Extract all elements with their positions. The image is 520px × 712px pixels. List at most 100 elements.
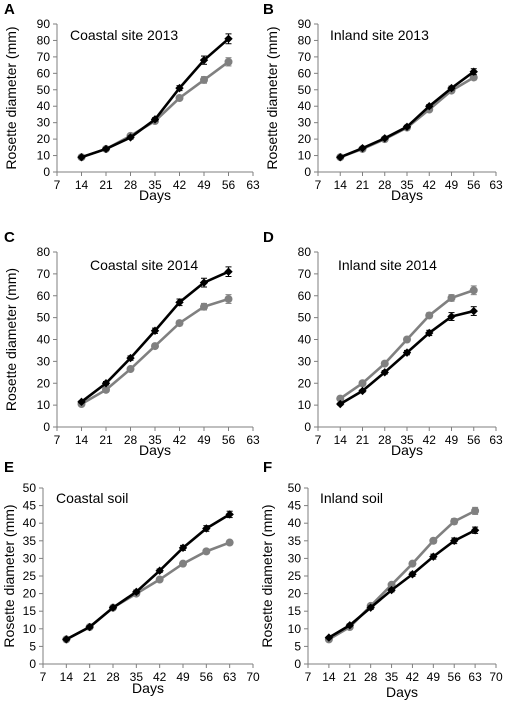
data-point <box>175 94 184 102</box>
y-tick-label: 50 <box>37 83 51 97</box>
y-tick-label: 15 <box>23 604 37 618</box>
x-tick-label: 7 <box>315 433 322 447</box>
panel-letter: C <box>4 229 15 246</box>
y-tick-label: 30 <box>37 116 51 130</box>
x-tick-label: 42 <box>423 178 437 192</box>
data-point <box>469 73 478 82</box>
y-tick-label: 90 <box>298 17 312 31</box>
x-tick-label: 7 <box>54 433 61 447</box>
y-tick-label: 0 <box>304 420 311 434</box>
panel-letter: A <box>4 1 15 18</box>
data-point <box>345 621 354 630</box>
x-tick-label: 35 <box>400 178 414 192</box>
panel-letter: E <box>4 459 14 476</box>
panel-title: Coastal site 2013 <box>70 27 178 43</box>
series-grey <box>77 57 233 162</box>
y-tick-label: 80 <box>37 33 51 47</box>
y-axis-title: Rosette diameter (mm) <box>259 504 275 647</box>
panel-b: B Inland site 2013 0 10 20 30 40 50 60 70 80 90 7 14 2… <box>263 1 503 203</box>
data-point <box>447 83 456 93</box>
data-point <box>469 67 478 76</box>
y-tick-label: 80 <box>298 33 312 47</box>
panel-a: A Coastal site 2013 0 10 20 30 40 50 60 70 80 90 7 14… <box>3 1 260 203</box>
x-tick-label: 56 <box>222 178 236 192</box>
data-point <box>225 510 234 519</box>
x-axis-title: Days <box>386 684 418 700</box>
data-point <box>224 295 233 304</box>
x-axis-title: Days <box>139 442 171 458</box>
x-tick-label: 14 <box>75 178 89 192</box>
y-tick-label: 60 <box>298 289 312 303</box>
data-point <box>336 394 345 403</box>
y-tick-label: 30 <box>298 116 312 130</box>
y-tick-label: 70 <box>37 267 51 281</box>
y-tick-label: 70 <box>37 50 51 64</box>
y-tick-label: 35 <box>288 534 302 548</box>
y-tick-label: 30 <box>23 551 37 565</box>
data-point <box>199 278 209 287</box>
y-tick-label: 5 <box>294 639 301 653</box>
x-tick-label: 56 <box>200 670 214 684</box>
y-tick-label: 10 <box>298 398 312 412</box>
data-point <box>126 353 135 363</box>
x-tick-label: 42 <box>406 670 420 684</box>
data-point <box>387 580 396 589</box>
data-point <box>358 386 367 396</box>
y-tick-label: 0 <box>43 165 50 179</box>
data-point <box>429 536 438 545</box>
data-point <box>126 133 135 142</box>
data-point <box>402 348 412 357</box>
data-point <box>151 342 159 351</box>
y-tick-label: 0 <box>29 657 36 671</box>
y-tick-label: 50 <box>37 311 51 325</box>
panel-title: Inland soil <box>320 490 383 506</box>
y-tick-label: 25 <box>23 569 37 583</box>
data-point <box>380 359 389 368</box>
y-tick-label: 70 <box>298 267 312 281</box>
data-point <box>380 368 389 377</box>
data-point <box>85 622 94 632</box>
data-point <box>403 335 411 344</box>
x-tick-label: 56 <box>448 670 462 684</box>
y-tick-label: 10 <box>298 149 312 163</box>
y-tick-label: 0 <box>43 420 50 434</box>
x-tick-label: 21 <box>356 178 370 192</box>
data-point <box>62 635 71 644</box>
x-tick-label: 35 <box>400 433 414 447</box>
x-tick-label: 49 <box>445 178 459 192</box>
y-axis-title: Rosette diameter (mm) <box>1 504 17 647</box>
y-tick-label: 60 <box>37 289 51 303</box>
data-point <box>175 83 184 93</box>
data-point <box>77 153 86 162</box>
y-tick-label: 60 <box>37 66 51 80</box>
y-tick-label: 5 <box>29 639 36 653</box>
x-tick-label: 56 <box>222 433 236 447</box>
y-tick-label: 60 <box>298 66 312 80</box>
x-tick-label: 70 <box>489 670 503 684</box>
y-tick-label: 50 <box>23 481 37 495</box>
data-point <box>150 326 160 335</box>
x-tick-label: 21 <box>99 433 113 447</box>
data-point <box>336 153 345 162</box>
x-tick-label: 7 <box>40 670 47 684</box>
data-point <box>380 134 389 143</box>
x-tick-label: 7 <box>54 178 61 192</box>
y-tick-label: 70 <box>298 50 312 64</box>
x-tick-label: 35 <box>130 670 144 684</box>
y-tick-label: 25 <box>288 569 302 583</box>
x-tick-label: 14 <box>322 670 336 684</box>
data-point <box>450 517 459 526</box>
x-tick-label: 42 <box>173 433 187 447</box>
x-axis-title: Days <box>391 187 423 203</box>
data-point <box>224 267 233 276</box>
data-point <box>429 552 438 561</box>
series-black <box>77 33 233 162</box>
data-point <box>387 585 396 595</box>
y-tick-label: 30 <box>288 551 302 565</box>
x-tick-label: 21 <box>343 670 357 684</box>
data-point <box>179 559 187 568</box>
data-point <box>336 399 345 409</box>
x-tick-label: 28 <box>124 433 138 447</box>
x-axis-title: Days <box>139 187 171 203</box>
y-tick-label: 40 <box>298 99 312 113</box>
